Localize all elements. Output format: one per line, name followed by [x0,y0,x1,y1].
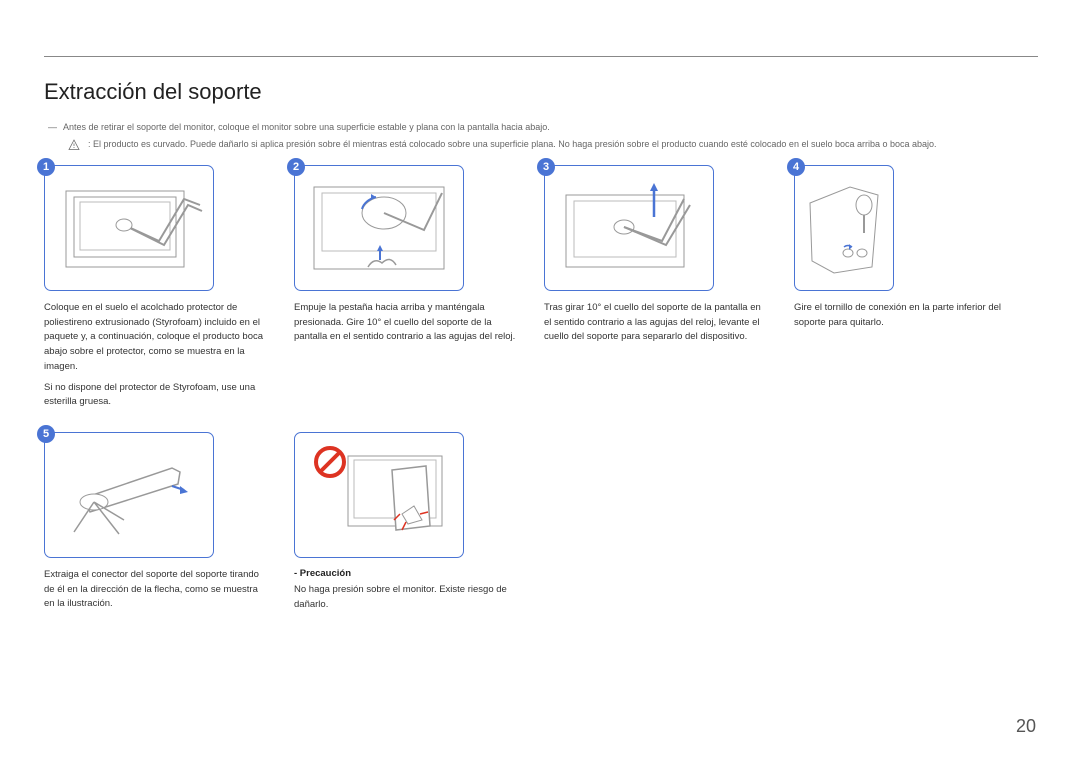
note-text-1: Antes de retirar el soporte del monitor,… [63,121,550,135]
step-3-image: 3 [544,165,714,291]
step-1-cell: 1 Coloque en el suelo el acolchado prote… [44,165,270,410]
dash-icon: ― [48,121,57,135]
step-4-illustration-icon [800,175,888,281]
page-number: 20 [1016,716,1036,737]
page-title: Extracción del soporte [44,79,1038,105]
step-1-illustration-icon [54,175,204,281]
caution-image [294,432,464,558]
step-4-cell: 4 Gire el tornillo de conexión en la par… [794,165,1020,410]
step-2-caption: Empuje la pestaña hacia arriba y manténg… [294,301,520,345]
step-badge-5: 5 [37,425,55,443]
step-1-subcaption: Si no dispone del protector de Styrofoam… [44,381,270,410]
step-badge-4: 4 [787,158,805,176]
step-5-image: 5 [44,432,214,558]
step-2-cell: 2 Empuje la pestaña hacia arriba y manté… [294,165,520,410]
note-line-2: : El producto es curvado. Puede dañarlo … [68,138,1038,152]
warning-icon [68,139,80,151]
step-3-illustration-icon [554,175,704,281]
steps-grid: 1 Coloque en el suelo el acolchado prote… [44,165,1038,410]
step-badge-1: 1 [37,158,55,176]
step-1-caption: Coloque en el suelo el acolchado protect… [44,301,270,375]
caution-cell: - Precaución No haga presión sobre el mo… [294,432,520,612]
step-5-illustration-icon [54,442,204,548]
divider [44,56,1038,57]
step-3-cell: 3 Tras girar 10° el cuello del soporte d… [544,165,770,410]
step-4-image: 4 [794,165,894,291]
step-3-caption: Tras girar 10° el cuello del soporte de … [544,301,770,345]
step-5-caption: Extraiga el conector del soporte del sop… [44,568,270,612]
note-text-2: : El producto es curvado. Puede dañarlo … [88,138,937,152]
step-2-illustration-icon [304,175,454,281]
caution-text: No haga presión sobre el monitor. Existe… [294,583,520,612]
caution-illustration-icon [304,442,454,548]
step-badge-2: 2 [287,158,305,176]
step-5-cell: 5 Extraiga el conector del soporte del s… [44,432,270,612]
steps-grid-row2: 5 Extraiga el conector del soporte del s… [44,432,1038,612]
step-badge-3: 3 [537,158,555,176]
note-line-1: ― Antes de retirar el soporte del monito… [48,121,1038,135]
step-4-caption: Gire el tornillo de conexión en la parte… [794,301,1020,330]
step-2-image: 2 [294,165,464,291]
step-1-image: 1 [44,165,214,291]
caution-label: - Precaución [294,568,520,579]
